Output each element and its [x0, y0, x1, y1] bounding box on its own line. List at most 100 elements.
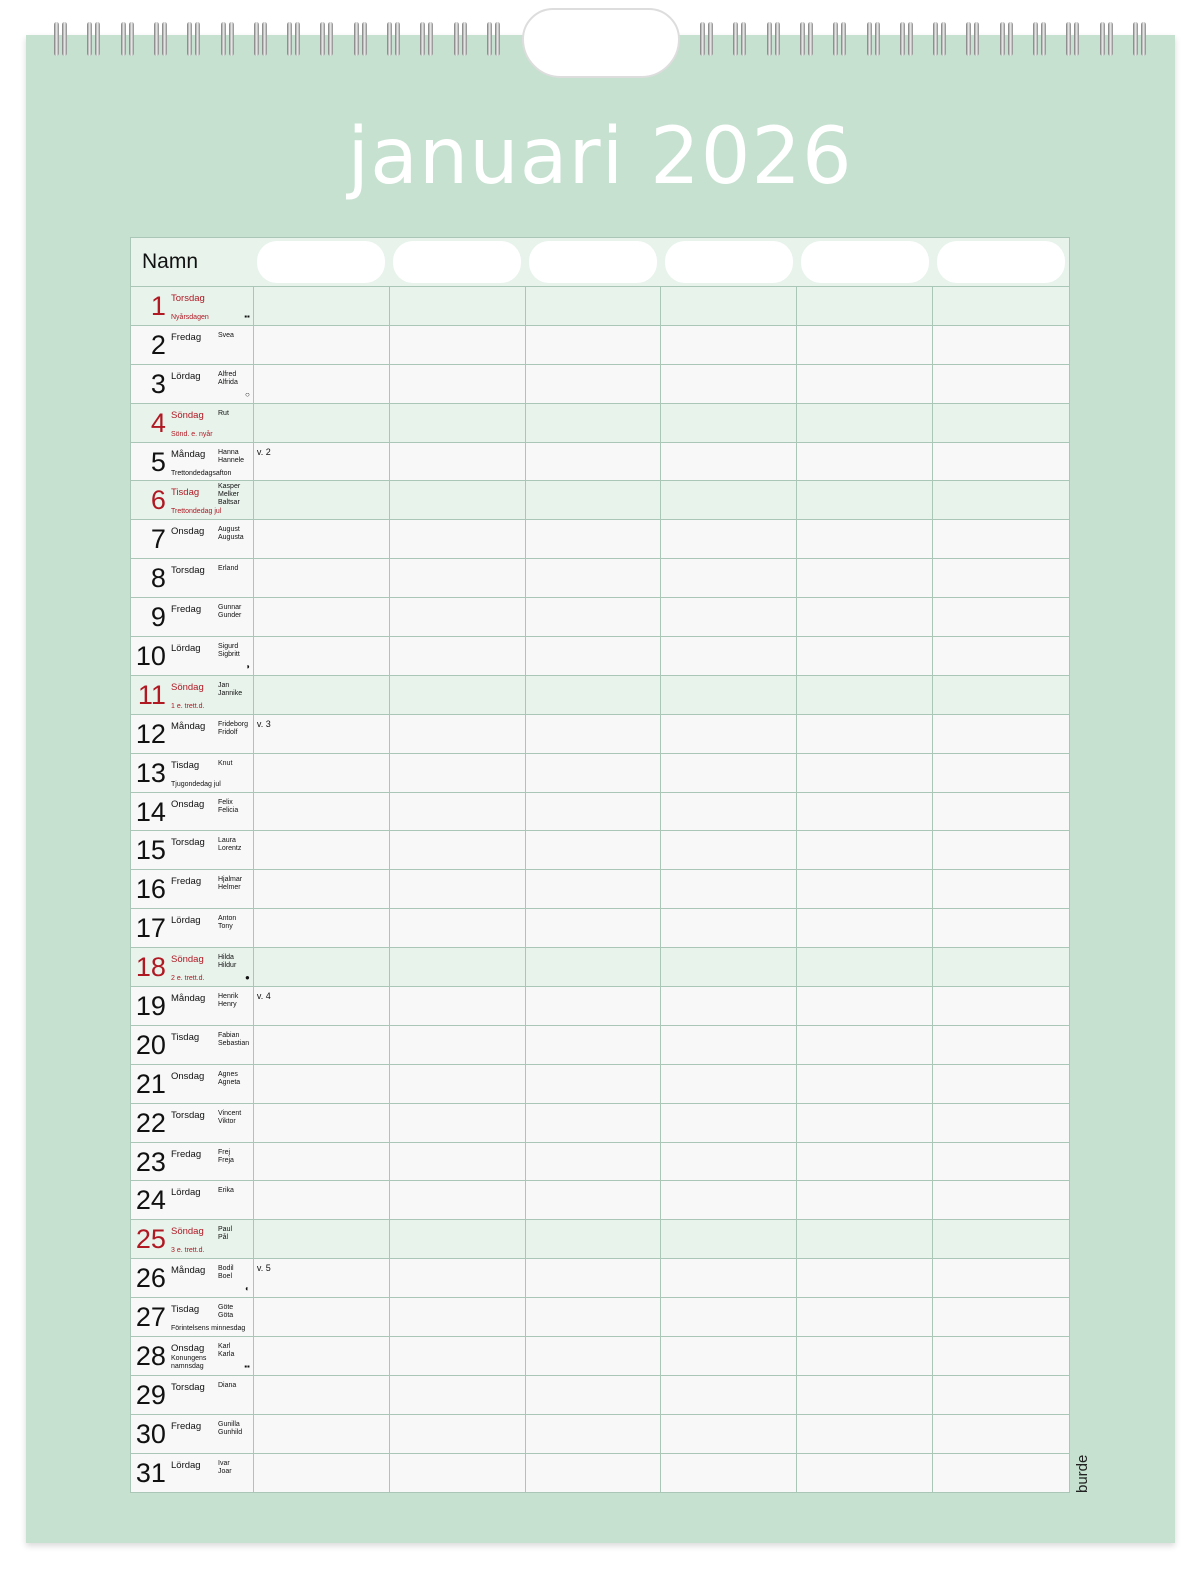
entry-cell[interactable] [390, 637, 526, 675]
entry-cell[interactable] [797, 870, 934, 909]
entry-cell[interactable] [390, 1220, 526, 1259]
name-field[interactable] [529, 241, 657, 283]
entry-cell[interactable] [526, 1259, 662, 1298]
entry-cell[interactable] [254, 870, 390, 909]
entry-cell[interactable] [254, 403, 390, 442]
entry-cell[interactable] [390, 1259, 526, 1298]
entry-cell[interactable] [526, 1298, 662, 1337]
entry-cell[interactable] [933, 793, 1069, 831]
entry-cell[interactable] [526, 1220, 662, 1259]
entry-cell[interactable] [797, 481, 934, 520]
entry-cell[interactable] [661, 987, 798, 1025]
entry-cell[interactable] [933, 1337, 1069, 1375]
entry-cell[interactable] [390, 1103, 526, 1142]
entry-cell[interactable] [526, 442, 662, 481]
entry-cell[interactable] [797, 1142, 934, 1181]
entry-cell[interactable] [797, 909, 934, 948]
entry-cell[interactable] [390, 481, 526, 520]
entry-cell[interactable] [797, 792, 934, 831]
entry-cell[interactable] [661, 675, 798, 714]
entry-cell[interactable] [390, 753, 526, 792]
entry-cell[interactable] [661, 1298, 798, 1337]
entry-cell[interactable] [526, 1375, 662, 1414]
entry-cell[interactable] [254, 598, 390, 637]
entry-cell[interactable] [254, 675, 390, 714]
entry-cell[interactable] [661, 1337, 798, 1375]
entry-cell[interactable] [526, 1414, 662, 1453]
entry-cell[interactable] [661, 287, 798, 325]
entry-cell[interactable] [254, 325, 390, 364]
entry-cell[interactable] [526, 987, 662, 1025]
entry-cell[interactable] [254, 1142, 390, 1181]
entry-cell[interactable] [661, 831, 798, 870]
entry-cell[interactable] [526, 481, 662, 520]
entry-cell[interactable] [526, 325, 662, 364]
entry-cell[interactable] [797, 1453, 934, 1493]
entry-cell[interactable] [661, 1025, 798, 1064]
entry-cell[interactable] [526, 520, 662, 559]
entry-cell[interactable] [526, 831, 662, 870]
entry-cell[interactable] [390, 987, 526, 1025]
entry-cell[interactable] [526, 364, 662, 403]
name-field[interactable] [937, 241, 1065, 283]
entry-cell[interactable] [933, 1259, 1069, 1297]
entry-cell[interactable] [933, 637, 1069, 675]
name-field[interactable] [665, 241, 793, 283]
entry-cell[interactable] [933, 948, 1069, 986]
entry-cell[interactable] [254, 520, 390, 559]
name-field[interactable] [257, 241, 385, 283]
entry-cell[interactable] [933, 909, 1069, 947]
entry-cell[interactable] [526, 1453, 662, 1493]
entry-cell[interactable] [797, 1181, 934, 1220]
entry-cell[interactable] [797, 1025, 934, 1064]
entry-cell[interactable] [390, 714, 526, 753]
entry-cell[interactable] [526, 948, 662, 987]
entry-cell[interactable] [254, 1375, 390, 1414]
entry-cell[interactable] [390, 287, 526, 325]
entry-cell[interactable] [797, 287, 934, 325]
entry-cell[interactable] [933, 987, 1069, 1025]
entry-cell[interactable] [526, 1142, 662, 1181]
entry-cell[interactable] [797, 403, 934, 442]
entry-cell[interactable]: v. 5 [254, 1259, 390, 1298]
entry-cell[interactable] [526, 870, 662, 909]
entry-cell[interactable] [254, 637, 390, 675]
entry-cell[interactable] [390, 1142, 526, 1181]
entry-cell[interactable] [933, 287, 1069, 325]
entry-cell[interactable] [526, 403, 662, 442]
entry-cell[interactable] [933, 1026, 1069, 1064]
entry-cell[interactable] [254, 831, 390, 870]
entry-cell[interactable] [933, 1181, 1069, 1219]
entry-cell[interactable] [254, 287, 390, 325]
entry-cell[interactable] [254, 1298, 390, 1337]
entry-cell[interactable] [797, 1064, 934, 1103]
entry-cell[interactable] [661, 637, 798, 675]
entry-cell[interactable] [254, 364, 390, 403]
entry-cell[interactable] [254, 909, 390, 948]
entry-cell[interactable] [933, 715, 1069, 753]
entry-cell[interactable] [933, 1454, 1069, 1493]
entry-cell[interactable] [390, 870, 526, 909]
entry-cell[interactable] [390, 1064, 526, 1103]
entry-cell[interactable] [390, 831, 526, 870]
entry-cell[interactable] [933, 598, 1069, 636]
entry-cell[interactable] [661, 753, 798, 792]
entry-cell[interactable] [933, 326, 1069, 364]
entry-cell[interactable] [390, 1375, 526, 1414]
entry-cell[interactable] [526, 1025, 662, 1064]
entry-cell[interactable] [526, 753, 662, 792]
entry-cell[interactable] [661, 909, 798, 948]
entry-cell[interactable] [933, 559, 1069, 597]
entry-cell[interactable] [254, 1025, 390, 1064]
entry-cell[interactable] [390, 1025, 526, 1064]
entry-cell[interactable] [526, 559, 662, 598]
entry-cell[interactable] [661, 1142, 798, 1181]
entry-cell[interactable] [254, 1103, 390, 1142]
entry-cell[interactable] [526, 909, 662, 948]
entry-cell[interactable] [254, 1220, 390, 1259]
entry-cell[interactable] [933, 365, 1069, 403]
entry-cell[interactable] [797, 1375, 934, 1414]
entry-cell[interactable] [390, 1298, 526, 1337]
entry-cell[interactable] [933, 1376, 1069, 1414]
entry-cell[interactable] [390, 364, 526, 403]
